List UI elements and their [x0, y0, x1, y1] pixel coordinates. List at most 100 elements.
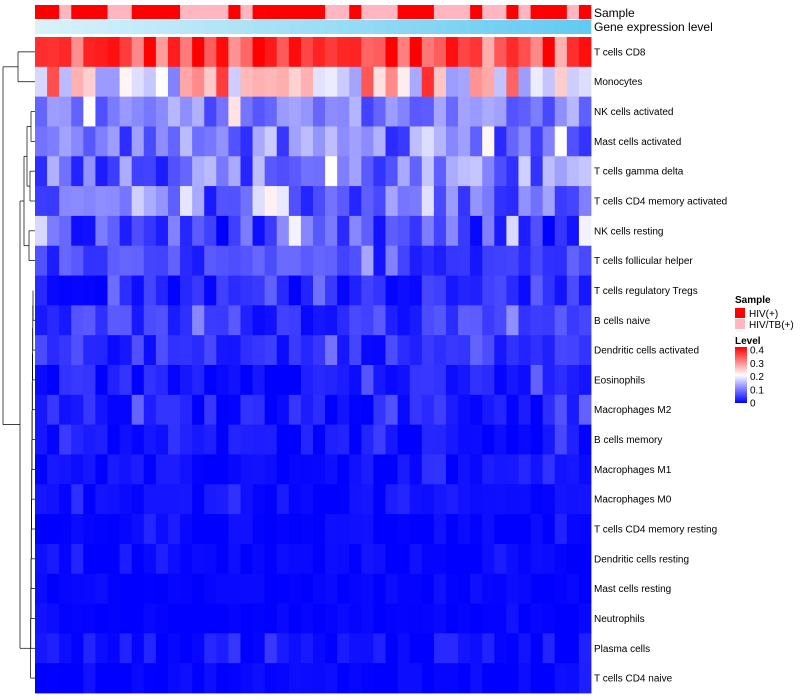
heatmap-cell — [47, 215, 60, 247]
heatmap-cell — [349, 394, 362, 426]
heatmap-cell — [228, 484, 241, 515]
sample-annotation-label: Sample — [594, 6, 635, 20]
heatmap-cell — [578, 156, 592, 187]
heatmap-cell — [35, 66, 48, 98]
heatmap-cell — [204, 245, 217, 276]
legend-level-colorbar — [735, 347, 747, 403]
heatmap-cell — [83, 335, 96, 366]
heatmap-cell — [542, 96, 556, 127]
heatmap-cell — [167, 365, 181, 396]
heatmap-cell — [95, 543, 108, 575]
heatmap-cell — [373, 245, 386, 276]
heatmap-cell — [325, 275, 338, 306]
heatmap-cell — [494, 514, 507, 545]
heatmap-cell — [264, 156, 278, 187]
heatmap-cell — [445, 66, 459, 98]
heatmap-cell — [35, 245, 48, 276]
heatmap-cell — [83, 245, 96, 276]
heatmap-cell — [421, 37, 435, 68]
heatmap-cell — [288, 275, 302, 306]
heatmap-cell — [506, 454, 519, 485]
heatmap-cell — [192, 573, 205, 604]
sample-annotation-cell — [325, 5, 338, 19]
heatmap-cell — [228, 156, 241, 187]
heatmap-cell — [276, 186, 290, 217]
heatmap-cell — [276, 37, 290, 68]
heatmap-cell — [337, 156, 350, 187]
heatmap-cell — [361, 424, 374, 455]
heatmap-cell — [361, 215, 374, 247]
heatmap-cell — [252, 305, 266, 336]
heatmap-cell — [530, 394, 544, 426]
heatmap-cell — [458, 215, 471, 247]
heatmap-cell — [385, 96, 399, 127]
heatmap-cell — [506, 215, 519, 247]
heatmap-cell — [409, 156, 423, 187]
heatmap-cell — [578, 484, 592, 515]
heatmap-cell — [325, 484, 338, 515]
heatmap-cell — [421, 663, 435, 694]
heatmap-cell — [180, 365, 193, 396]
heatmap-cell — [313, 37, 326, 68]
heatmap-cell — [167, 633, 181, 664]
gene-expression-annotation-cell — [252, 20, 265, 34]
heatmap-cell — [252, 245, 266, 276]
heatmap-cell — [131, 454, 145, 485]
heatmap-cell — [264, 126, 278, 157]
heatmap-cell — [494, 603, 507, 634]
heatmap-cell — [35, 126, 48, 157]
heatmap-cell — [47, 37, 60, 68]
heatmap-cell — [518, 424, 531, 455]
heatmap-cell — [470, 156, 483, 187]
heatmap-cell — [349, 603, 362, 634]
heatmap-cell — [71, 66, 84, 98]
heatmap-cell — [155, 365, 169, 396]
heatmap-cell — [421, 514, 435, 545]
heatmap-cell — [542, 454, 556, 485]
heatmap-cell — [167, 186, 181, 217]
heatmap-cell — [566, 573, 580, 604]
heatmap-cell — [421, 543, 435, 575]
heatmap-cell — [216, 335, 229, 366]
heatmap-cell — [421, 215, 435, 247]
heatmap-cell — [313, 245, 326, 276]
sample-annotation-cell — [143, 5, 157, 19]
heatmap-cell — [95, 633, 108, 664]
heatmap-cell — [542, 573, 556, 604]
heatmap-cell — [276, 245, 290, 276]
heatmap-cell — [482, 275, 495, 306]
heatmap-cell — [373, 663, 386, 694]
heatmap-cell — [361, 394, 374, 426]
heatmap-cell — [506, 275, 519, 306]
heatmap-cell — [59, 603, 72, 634]
heatmap-cell — [216, 394, 229, 426]
sample-annotation-cell — [83, 5, 96, 19]
heatmap-cell — [143, 514, 157, 545]
heatmap-cell — [470, 66, 483, 98]
heatmap-cell — [433, 37, 447, 68]
heatmap-cell — [458, 394, 471, 426]
heatmap-cell — [204, 335, 217, 366]
heatmap-cell — [361, 454, 374, 485]
heatmap-cell — [252, 484, 266, 515]
heatmap-cell — [373, 37, 386, 68]
heatmap-cell — [470, 484, 483, 515]
heatmap-cell — [409, 633, 423, 664]
heatmap-cell — [59, 245, 72, 276]
heatmap-cell — [228, 633, 241, 664]
heatmap-cell — [83, 543, 96, 575]
heatmap-cell — [373, 454, 386, 485]
heatmap-cell — [470, 394, 483, 426]
heatmap-cell — [361, 573, 374, 604]
legend-level-tick-label: 0.3 — [750, 359, 764, 370]
gene-expression-annotation-cell — [578, 20, 592, 34]
heatmap-cell — [288, 543, 302, 575]
heatmap-cell — [264, 603, 278, 634]
heatmap-cell — [458, 275, 471, 306]
row-labels: T cells CD8 Monocytes NK cells activated Ma… — [594, 47, 727, 684]
heatmap-cell — [107, 365, 121, 396]
heatmap-cell — [95, 245, 108, 276]
heatmap-cell — [494, 633, 507, 664]
heatmap-cell — [288, 305, 302, 336]
heatmap-cell — [458, 186, 471, 217]
